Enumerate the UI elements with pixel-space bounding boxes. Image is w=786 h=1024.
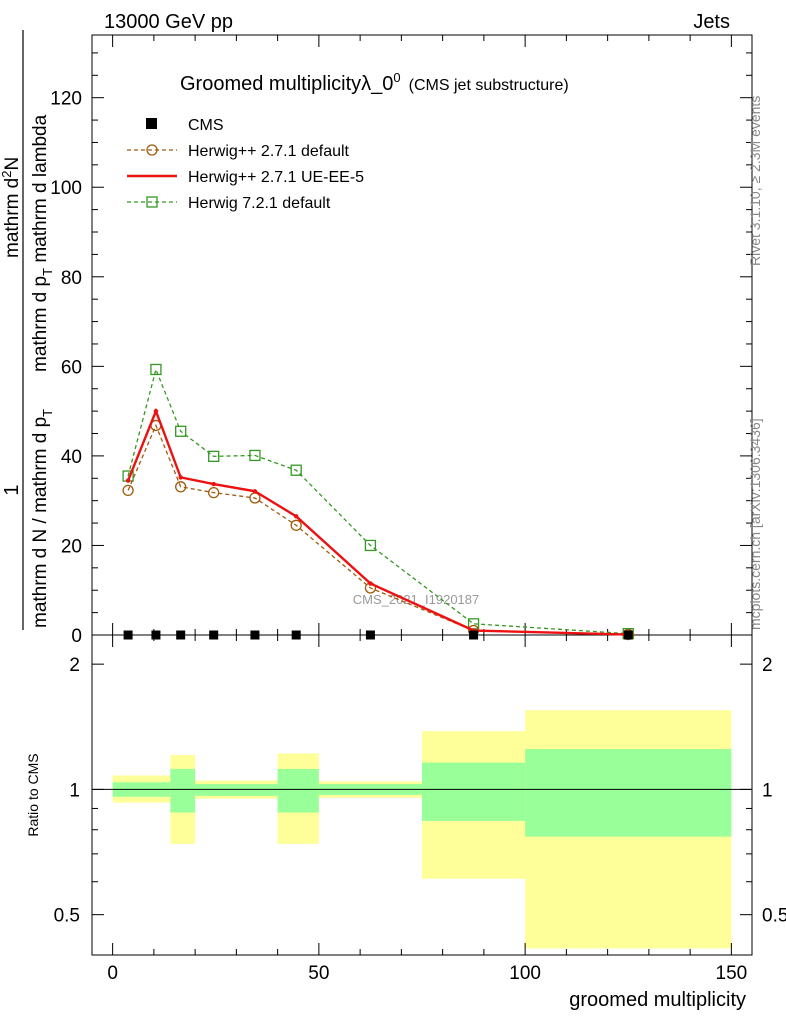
y-label-num2a-text: mathrm d p	[30, 276, 51, 372]
ratio-ytick-label-left: 1	[69, 780, 80, 801]
main-ytick-label: 0	[71, 626, 82, 647]
legend-label-h271ue: Herwig++ 2.7.1 UE-EE-5	[188, 169, 364, 186]
point-cms	[469, 630, 479, 640]
main-axis-ticks: 0 20 40 60 80 100 120	[50, 52, 752, 647]
ratio-ytick-label-right: 1	[762, 780, 773, 801]
main-plot-frame	[91, 34, 753, 636]
ratio-ytick-label-left: 2	[69, 655, 80, 676]
point-h721	[290, 464, 302, 476]
ratio-band-inner-1	[170, 768, 196, 813]
legend-label-h271def: Herwig++ 2.7.1 default	[188, 143, 350, 160]
y-label-one: 1	[1, 484, 23, 495]
y-label-num2b-text: mathrm d lambda	[30, 114, 51, 268]
chart-title-sub: (CMS jet substructure)	[409, 77, 569, 94]
y-label-den-text: mathrm d N / mathrm d p	[30, 417, 51, 628]
ratio-ytick-label-left: 0.5	[54, 906, 80, 927]
ratio-band-inner-3	[277, 768, 319, 813]
point-h721	[208, 450, 220, 462]
point-cms	[291, 630, 301, 640]
x-axis-label: groomed multiplicity	[569, 989, 746, 1011]
point-h721	[249, 449, 261, 462]
ratio-ytick-label-right: 2	[762, 655, 773, 676]
main-ytick-label: 80	[61, 268, 82, 289]
ratio-ytick-label-right: 0.5	[762, 906, 786, 927]
xtick-label: 50	[308, 963, 329, 984]
legend-marker-cms	[146, 118, 157, 129]
point-cms	[365, 630, 375, 640]
xtick-label: 150	[716, 963, 748, 984]
series-line-h721	[127, 367, 629, 635]
x-axis-ticks: 0 50 100 150	[107, 35, 747, 984]
chart-title-sup: 0	[393, 70, 400, 85]
header-process: Jets	[693, 11, 730, 33]
analysis-watermark: CMS_2021_I1920187	[353, 592, 480, 607]
y-label-denominator: mathrm d N / mathrm d pT	[30, 409, 55, 628]
rivet-version-label: Rivet 3.1.10, ≥ 2.3M events	[747, 96, 763, 266]
y-label-num1-sup: 2	[0, 171, 14, 178]
y-label-numerator-2: mathrm d pT mathrm d lambda	[30, 114, 55, 372]
main-ytick-label: 100	[50, 178, 82, 199]
point-cms	[623, 630, 633, 640]
point-h271ue	[252, 489, 258, 494]
xtick-label: 100	[509, 963, 541, 984]
point-h721	[175, 425, 187, 437]
legend-marker-h271def	[146, 144, 158, 156]
ratio-y-label: Ratio to CMS	[25, 753, 41, 836]
ratio-band-inner-6	[525, 749, 732, 837]
point-h271ue	[293, 514, 299, 519]
main-ytick-label: 40	[61, 447, 82, 468]
legend-label-cms: CMS	[188, 117, 224, 134]
series-line-h271def	[127, 423, 629, 636]
point-h271def	[175, 481, 187, 493]
y-label-den-sub: T	[40, 409, 55, 417]
point-h271ue	[368, 581, 373, 586]
legend-label-h721: Herwig 7.2.1 default	[188, 195, 331, 212]
main-ytick-label: 20	[61, 536, 82, 557]
point-cms	[250, 630, 260, 640]
point-h271ue	[153, 408, 159, 414]
point-cms	[123, 630, 133, 640]
point-h271def	[208, 486, 220, 499]
y-label-num2a-sub: T	[40, 268, 55, 276]
point-cms	[176, 630, 186, 640]
ratio-band-inner-5	[422, 762, 526, 821]
y-label-num1-text: mathrm d	[2, 178, 23, 258]
legend-marker-h721	[146, 196, 158, 208]
ratio-bands	[112, 710, 732, 949]
main-ytick-label: 120	[50, 89, 82, 110]
point-h271def	[290, 519, 302, 531]
xtick-label: 0	[107, 963, 118, 984]
main-ytick-label: 60	[61, 357, 82, 378]
point-h271def	[122, 484, 134, 497]
point-h721	[364, 539, 377, 552]
point-cms	[209, 630, 219, 640]
main-y-label: 1 mathrm d N / mathrm d pT mathrm d2N ma…	[0, 30, 55, 630]
y-label-num1-tail: N	[2, 157, 23, 171]
point-cms	[151, 630, 161, 640]
legend: CMS Herwig++ 2.7.1 default Herwig++ 2.7.…	[127, 117, 364, 212]
point-h271ue	[211, 481, 216, 487]
chart-title-main: Groomed multiplicityλ_0	[180, 73, 393, 95]
chart-title: Groomed multiplicityλ_00 (CMS jet substru…	[180, 70, 569, 95]
series-layer	[122, 363, 634, 641]
point-h721	[150, 363, 162, 376]
header-energy: 13000 GeV pp	[104, 11, 233, 33]
ratio-band-inner-2	[195, 784, 278, 796]
point-h271ue	[178, 475, 183, 480]
y-label-numerator-1: mathrm d2N	[0, 157, 23, 258]
ratio-axis-ticks: 0.5 0.5 1 1 2 2	[54, 655, 786, 927]
mcplots-label: mcplots.cern.ch [arXiv:1306.3436]	[747, 418, 763, 630]
point-h271ue	[125, 478, 131, 483]
